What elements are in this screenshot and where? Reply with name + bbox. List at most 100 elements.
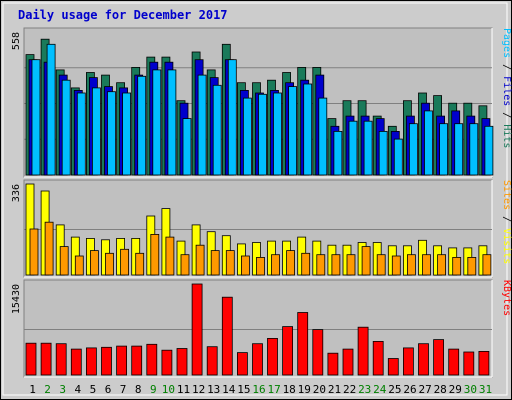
- pages-bar-day-1: [31, 59, 41, 176]
- legend-pages-files-hits: Pages / Files / Hits: [501, 28, 512, 148]
- sites-bar-day-16: [256, 256, 265, 276]
- pages-bar-day-11: [182, 118, 192, 176]
- x-tick-label-day-31: 31: [479, 383, 492, 396]
- kbytes-bar-day-27: [418, 343, 429, 376]
- sites-bar-day-23: [361, 246, 371, 276]
- kbytes-bar-day-24: [372, 340, 384, 376]
- sites-bar-day-8: [135, 252, 145, 276]
- sites-bar-day-15: [240, 255, 250, 276]
- x-tick-label-day-22: 22: [343, 383, 356, 396]
- sites-bar-day-9: [150, 233, 160, 276]
- x-tick-label-day-29: 29: [449, 383, 462, 396]
- sites-bar-day-29: [452, 256, 462, 276]
- x-tick-label-day-6: 6: [105, 383, 112, 396]
- sites-bar-day-19: [301, 252, 311, 276]
- kbytes-bar-day-29: [448, 348, 460, 376]
- sites-bar-day-20: [316, 254, 326, 276]
- pages-bar-day-28: [439, 123, 449, 176]
- pages-bar-day-21: [333, 130, 343, 176]
- x-tick-label-day-16: 16: [252, 383, 265, 396]
- pages-bar-day-29: [454, 123, 464, 176]
- kbytes-bar-day-2: [40, 342, 52, 376]
- legend-sites: Sites: [501, 180, 512, 210]
- x-tick-label-day-20: 20: [313, 383, 326, 396]
- kbytes-bar-day-22: [342, 348, 354, 376]
- kbytes-bar-day-21: [327, 352, 339, 376]
- pages-bar-day-4: [76, 92, 86, 176]
- sites-bar-day-26: [406, 254, 416, 276]
- kbytes-bar-day-16: [252, 343, 263, 376]
- pages-bar-day-18: [288, 86, 298, 176]
- x-tick-label-day-28: 28: [434, 383, 447, 396]
- kbytes-ymax-label: 15430: [11, 284, 22, 314]
- visits-ymax-label: 336: [11, 184, 22, 202]
- sites-bar-day-13: [210, 250, 220, 276]
- sites-bar-day-21: [331, 254, 341, 276]
- chart-title: Daily usage for December 2017: [18, 8, 228, 22]
- legend-kbytes: KBytes: [501, 280, 512, 316]
- sites-bar-day-11: [180, 254, 190, 276]
- kbytes-bar-day-31: [478, 350, 490, 376]
- sites-bar-day-22: [346, 254, 356, 276]
- legend-kbytes: KBytes: [501, 280, 512, 316]
- pages-bar-day-19: [303, 83, 313, 176]
- pages-bar-day-8: [137, 75, 147, 176]
- x-tick-label-day-15: 15: [237, 383, 250, 396]
- legend-hits: Hits: [501, 124, 512, 148]
- sites-bar-day-5: [90, 250, 99, 276]
- legend-pages: Pages: [501, 28, 512, 58]
- kbytes-bar-day-13: [206, 346, 218, 376]
- pages-bar-day-7: [122, 92, 131, 176]
- kbytes-bar-day-3: [55, 343, 67, 376]
- pages-bar-day-20: [318, 97, 328, 176]
- pages-bar-day-24: [378, 130, 388, 176]
- x-tick-label-day-25: 25: [388, 383, 401, 396]
- pages-bar-day-14: [227, 59, 237, 176]
- x-tick-label-day-18: 18: [283, 383, 296, 396]
- legend-visits: Visits: [501, 228, 512, 264]
- kbytes-bar-day-10: [161, 349, 173, 376]
- x-tick-label-day-3: 3: [59, 383, 66, 396]
- kbytes-bar-day-20: [312, 329, 324, 376]
- sites-bar-day-24: [376, 254, 386, 276]
- x-tick-label-day-24: 24: [373, 383, 387, 396]
- kbytes-bar-day-30: [463, 351, 475, 376]
- x-tick-label-day-1: 1: [29, 383, 36, 396]
- sites-bar-day-31: [482, 254, 492, 276]
- legend-sites-visits: Sites / Visits: [501, 180, 512, 264]
- legend-sep: /: [501, 210, 512, 228]
- sites-bar-day-6: [105, 252, 114, 276]
- x-tick-label-day-19: 19: [298, 383, 311, 396]
- pages-bar-day-27: [424, 110, 433, 176]
- pages-bar-day-26: [408, 123, 418, 176]
- x-tick-label-day-14: 14: [222, 383, 236, 396]
- kbytes-bar-day-4: [70, 348, 82, 376]
- sites-bar-day-1: [29, 228, 39, 276]
- pages-bar-day-25: [393, 138, 403, 176]
- x-tick-label-day-12: 12: [192, 383, 205, 396]
- x-tick-label-day-17: 17: [267, 383, 280, 396]
- pages-bar-day-15: [242, 97, 252, 176]
- kbytes-bar-day-12: [191, 283, 203, 376]
- sites-bar-day-18: [286, 250, 296, 276]
- pages-bar-day-17: [273, 92, 282, 176]
- pages-bar-day-16: [258, 93, 267, 176]
- sites-bar-day-3: [59, 246, 69, 276]
- legend-sep: /: [501, 106, 512, 124]
- pages-bar-day-13: [212, 84, 222, 176]
- pages-bar-day-10: [167, 69, 177, 176]
- sites-bar-day-17: [271, 254, 280, 276]
- x-tick-label-day-8: 8: [135, 383, 142, 396]
- kbytes-bar-day-17: [267, 337, 278, 376]
- pages-bar-day-31: [484, 125, 494, 176]
- kbytes-bar-day-25: [387, 358, 399, 376]
- sites-bar-day-27: [422, 254, 431, 276]
- kbytes-bar-day-28: [433, 339, 445, 376]
- x-tick-label-day-26: 26: [403, 383, 416, 396]
- pages-bar-day-12: [197, 74, 207, 176]
- kbytes-bar-day-11: [176, 348, 188, 376]
- x-tick-label-day-7: 7: [120, 383, 127, 396]
- kbytes-bar-day-19: [297, 312, 309, 376]
- sites-bar-day-14: [225, 250, 235, 276]
- x-tick-label-day-5: 5: [90, 383, 97, 396]
